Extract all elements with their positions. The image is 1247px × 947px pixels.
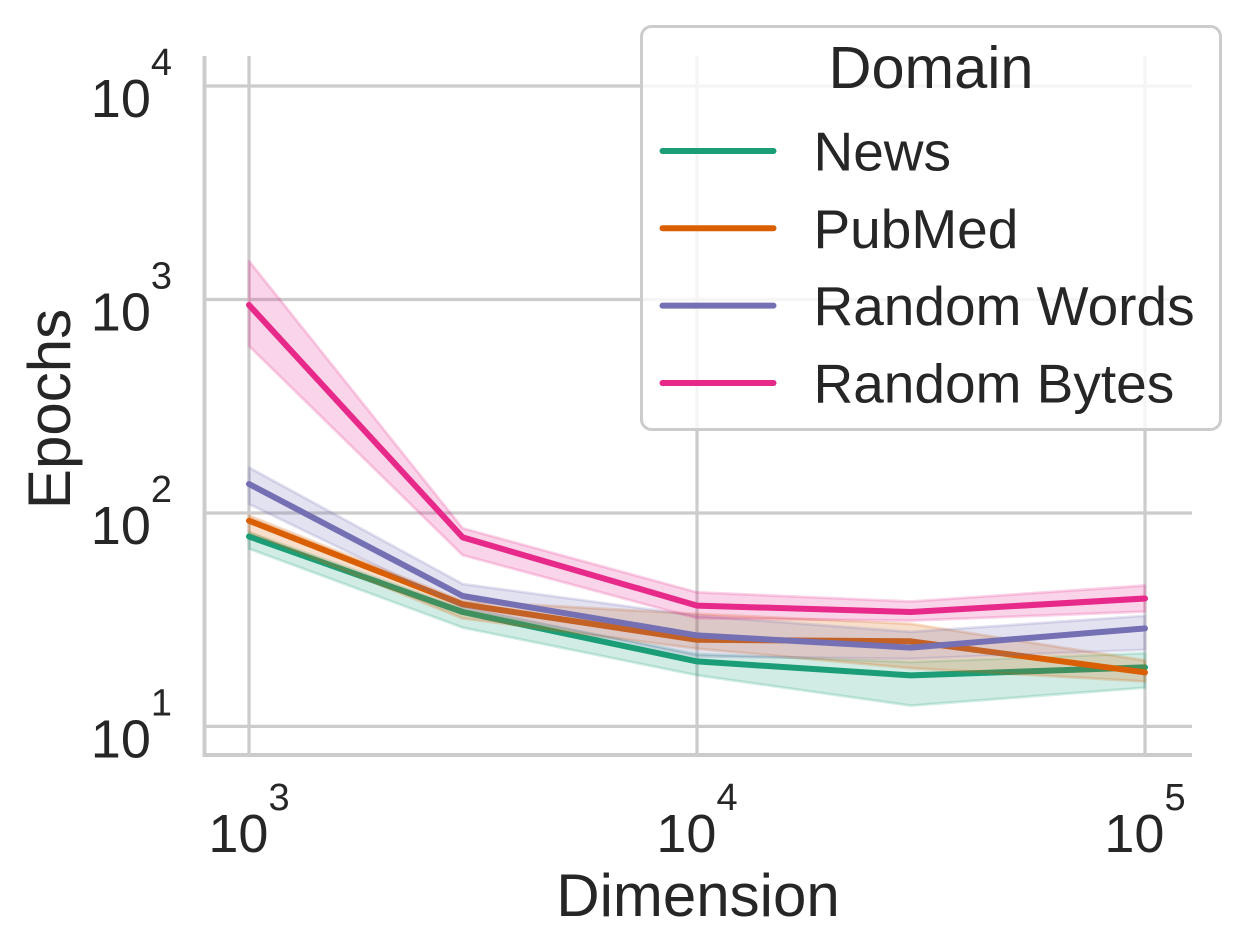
svg-text:News: News [814, 121, 952, 183]
svg-text:Random Words: Random Words [814, 275, 1195, 337]
svg-text:PubMed: PubMed [814, 198, 1019, 260]
svg-text:Domain: Domain [828, 34, 1033, 101]
svg-text:Epochs: Epochs [16, 309, 83, 509]
svg-text:Random Bytes: Random Bytes [814, 353, 1175, 415]
svg-text:Dimension: Dimension [556, 862, 839, 929]
